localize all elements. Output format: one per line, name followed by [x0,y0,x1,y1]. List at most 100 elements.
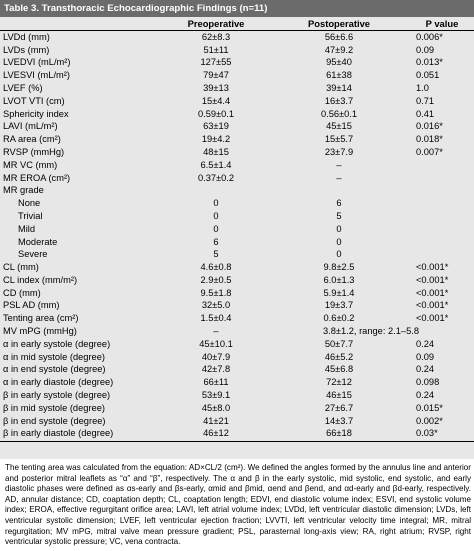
table-row: Trivial 0 5 [0,210,474,223]
merged-value: 3.8±1.2, range: 2.1–5.8 [322,326,420,337]
p-value [410,223,474,236]
preoperative-value: 4.6±0.8 [200,262,232,273]
table-row: PSL AD (mm) 32±5.0 19±3.7 <0.001* [0,300,474,313]
table-row: LVDs (mm) 51±11 47±9.2 0.09 [0,44,474,57]
header-label [0,17,164,31]
postoperative-value: 19±3.7 [324,300,354,311]
preoperative-value: 6.5±1.4 [200,159,232,170]
row-label: LVEF (%) [3,82,43,93]
p-value: 0.41 [416,108,435,119]
postoperative-value: 0 [336,223,342,234]
preoperative-value: 42±7.8 [201,364,231,375]
row-label: α in early diastole (degree) [3,377,114,388]
preoperative-value: 2.9±0.5 [200,274,232,285]
row-label: Tenting area (cm²) [3,313,79,324]
row-label: PSL AD (mm) [3,300,60,311]
table-row: LAVI (mL/m²) 63±19 45±15 0.016* [0,121,474,134]
table-footnote: The tenting area was calculated from the… [5,463,471,547]
preoperative-value: 0.59±0.1 [197,108,235,119]
table-row: RVSP (mmHg) 48±15 23±7.9 0.007* [0,146,474,159]
table-row: MV mPG (mmHg) – 3.8±1.2, range: 2.1–5.8 [0,325,474,338]
preoperative-value: 0 [213,223,219,234]
preoperative-value: 45±10.1 [199,338,233,349]
preoperative-value [164,185,268,198]
row-label: α in end systole (degree) [3,364,106,375]
row-label: Mild [18,223,36,234]
row-label: RA area (cm²) [3,134,61,145]
header-p-value: P value [410,17,474,31]
postoperative-value: 66±18 [268,427,410,442]
preoperative-value: 5 [213,249,219,260]
postoperative-value [268,185,410,198]
postoperative-value: 45±15 [326,121,352,132]
row-label: CL (mm) [3,262,39,273]
postoperative-value: 9.8±2.5 [323,262,355,273]
row-label: Trivial [18,210,43,221]
postoperative-value: 14±3.7 [324,415,354,426]
table-row: MR grade [0,185,474,198]
p-value: 0.015* [416,402,443,413]
table-row: Sphericity index 0.59±0.1 0.56±0.1 0.41 [0,108,474,121]
table-row: β in early diastole (degree) 46±12 66±18 0.… [0,427,474,442]
table-row: CL (mm) 4.6±0.8 9.8±2.5 <0.001* [0,261,474,274]
row-label: LVDs (mm) [3,44,50,55]
table-row: Mild 0 0 [0,223,474,236]
row-label: None [18,198,41,209]
table-row: LVOT VTI (cm) 15±4.4 16±3.7 0.71 [0,95,474,108]
table-title: Table 3. Transthoracic Echocardiographic… [0,0,474,17]
preoperative-value: 41±21 [203,415,229,426]
p-value: 0.013* [416,57,443,68]
postoperative-value: 72±12 [326,377,352,388]
postoperative-value: 50±7.7 [324,338,354,349]
p-value: 1.0 [416,82,429,93]
row-label: Severe [18,249,48,260]
p-value: <0.001* [416,274,449,285]
row-label: LAVI (mL/m²) [3,121,58,132]
p-value: 0.09 [416,351,435,362]
postoperative-value: 6 [336,198,342,209]
table-row: α in end systole (degree) 42±7.8 45±6.8 0.2… [0,364,474,377]
p-value: <0.001* [416,313,449,324]
preoperative-value: – [213,326,219,337]
row-label: Moderate [18,236,58,247]
p-value: 0.051 [416,70,440,81]
preoperative-value: 127±55 [200,57,232,68]
p-value: <0.001* [416,287,449,298]
table-row: β in early systole (degree) 53±9.1 46±15 0.… [0,389,474,402]
preoperative-value: 6 [213,236,219,247]
p-value: 0.098 [416,377,440,388]
preoperative-value: 45±8.0 [201,402,231,413]
p-value: 0.007* [416,146,443,157]
preoperative-value: 0.37±0.2 [197,172,235,183]
postoperative-value: – [336,159,342,170]
table-row: α in early diastole (degree) 66±11 72±12 0.… [0,377,474,390]
p-value: 0.006* [416,31,443,42]
preoperative-value: 1.5±0.4 [200,313,232,324]
row-label: RVSP (mmHg) [3,146,65,157]
preoperative-value: 39±13 [203,82,229,93]
row-label: LVESVI (mL/m²) [3,70,70,81]
postoperative-value: 61±38 [326,70,352,81]
preoperative-value: 32±5.0 [201,300,231,311]
row-label: α in mid systole (degree) [3,351,105,362]
preoperative-value: 9.5±1.8 [200,287,232,298]
postoperative-value: 56±6.6 [324,31,354,42]
header-row: Preoperative Postoperative P value [0,17,474,31]
table-row: α in early systole (degree) 45±10.1 50±7.7… [0,338,474,351]
table-row: LVESVI (mL/m²) 79±47 61±38 0.051 [0,69,474,82]
postoperative-value: 0.56±0.1 [320,108,358,119]
preoperative-value: 0 [213,198,219,209]
postoperative-value: 0 [336,236,342,247]
table-row: β in end systole (degree) 41±21 14±3.7 0.00… [0,415,474,428]
row-label: MR VC (mm) [3,159,58,170]
row-label: α in early systole (degree) [3,338,111,349]
p-value: <0.001* [416,300,449,311]
p-value [410,249,474,262]
postoperative-value: 23±7.9 [324,146,354,157]
table-row: Moderate 6 0 [0,236,474,249]
preoperative-value: 46±12 [164,427,268,442]
postoperative-value: 5.9±1.4 [323,287,355,298]
p-value: 0.24 [416,364,435,375]
table-row: LVEDVI (mL/m²) 127±55 95±40 0.013* [0,57,474,70]
p-value: 0.71 [416,95,435,106]
